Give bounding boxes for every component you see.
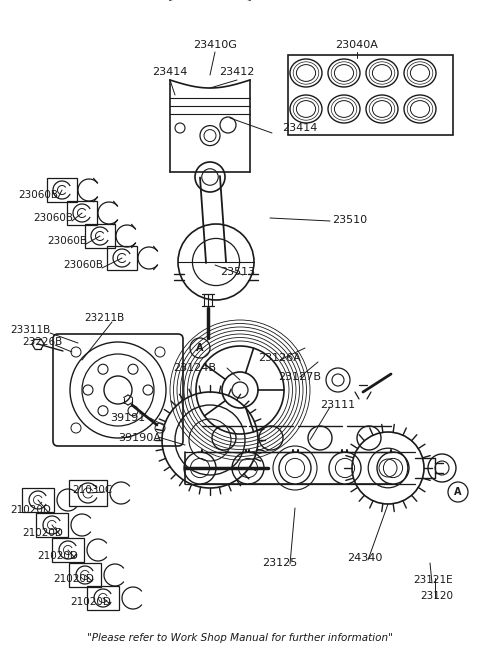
Text: 23414: 23414	[152, 67, 188, 77]
Text: 39190A: 39190A	[119, 433, 161, 443]
Bar	[85, 224, 115, 248]
Text: 23120: 23120	[420, 591, 453, 601]
Text: 21020D: 21020D	[53, 574, 94, 584]
Text: 21020D: 21020D	[37, 551, 78, 561]
Text: 21020D: 21020D	[22, 528, 63, 538]
Text: 23060B: 23060B	[47, 236, 87, 246]
Text: 23211B: 23211B	[84, 313, 124, 323]
Text: 23040A: 23040A	[336, 40, 378, 50]
Text: 23121E: 23121E	[413, 575, 453, 585]
Text: 23513: 23513	[220, 267, 255, 277]
Text: 21020D: 21020D	[10, 505, 51, 515]
Text: 23060B: 23060B	[63, 260, 103, 270]
Bar	[67, 201, 97, 225]
Text: 21030C: 21030C	[72, 485, 112, 495]
Bar	[87, 586, 119, 610]
Text: 23510: 23510	[332, 215, 367, 225]
Text: "Please refer to Work Shop Manual for further information": "Please refer to Work Shop Manual for fu…	[87, 633, 393, 643]
Text: 23414: 23414	[282, 123, 317, 133]
Text: A: A	[196, 343, 204, 353]
Bar	[69, 563, 101, 587]
Text: 24340: 24340	[348, 553, 383, 563]
Text: 21020D: 21020D	[70, 597, 111, 607]
Text: 23412: 23412	[219, 67, 255, 77]
Text: 23111: 23111	[320, 400, 355, 410]
Bar	[22, 488, 54, 512]
Bar	[69, 480, 107, 506]
Text: 23124B: 23124B	[173, 363, 216, 373]
Text: 23311B: 23311B	[10, 325, 50, 335]
Bar	[36, 513, 68, 537]
Text: 23226B: 23226B	[22, 337, 62, 347]
Bar	[52, 538, 84, 562]
Text: 23060B: 23060B	[33, 213, 73, 223]
Text: 23127B: 23127B	[278, 372, 321, 382]
Bar	[107, 246, 137, 270]
Bar	[47, 178, 77, 202]
Bar	[288, 55, 453, 135]
Text: 23410G: 23410G	[193, 40, 237, 50]
Text: 23125: 23125	[263, 558, 298, 568]
Text: 23126A: 23126A	[258, 353, 301, 363]
Text: 39191: 39191	[110, 413, 145, 423]
Text: 23060B: 23060B	[18, 190, 58, 200]
Text: A: A	[454, 487, 462, 497]
